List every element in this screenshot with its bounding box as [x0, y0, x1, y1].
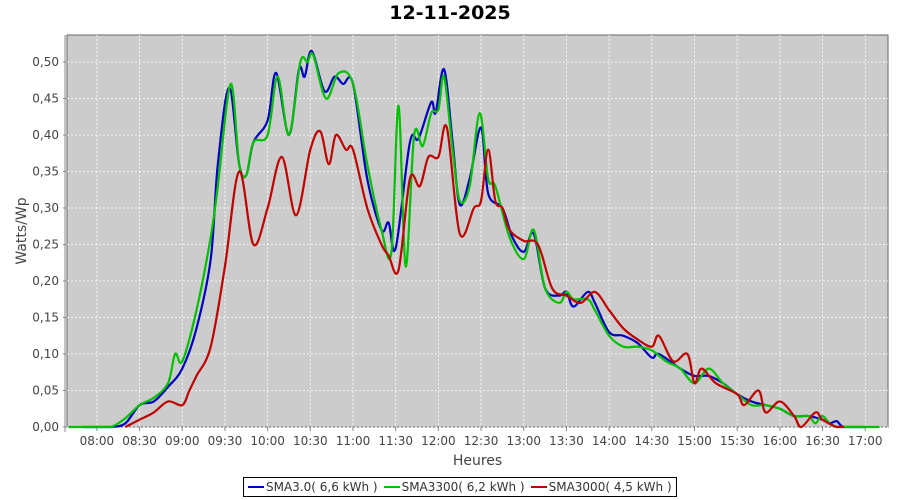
legend-label: SMA3.0( 6,6 kWh ) [266, 480, 378, 494]
legend-swatch [530, 486, 547, 488]
legend-item: SMA3300( 6,2 kWh ) [383, 480, 525, 494]
x-tick-label: 14:30 [635, 434, 670, 448]
y-tick-label: 0,10 [32, 347, 59, 361]
x-tick-label: 10:30 [293, 434, 328, 448]
x-tick-label: 09:00 [165, 434, 200, 448]
y-tick-label: 0,05 [32, 384, 59, 398]
y-tick-label: 0,25 [32, 238, 59, 252]
x-tick-label: 17:00 [848, 434, 883, 448]
x-tick-label: 11:00 [336, 434, 371, 448]
y-tick-label: 0,30 [32, 201, 59, 215]
x-axis-label: Heures [453, 453, 502, 469]
x-tick-label: 13:00 [506, 434, 541, 448]
legend-item: SMA3.0( 6,6 kWh ) [248, 480, 378, 494]
x-tick-label: 08:00 [80, 434, 115, 448]
y-tick-label: 0,20 [32, 274, 59, 288]
y-axis-label: Watts/Wp [14, 197, 30, 264]
legend-label: SMA3300( 6,2 kWh ) [401, 480, 525, 494]
x-tick-label: 14:00 [592, 434, 627, 448]
x-tick-label: 12:00 [421, 434, 456, 448]
chart-title: 12-11-2025 [389, 2, 511, 24]
legend-swatch [383, 486, 400, 488]
y-tick-label: 0,00 [32, 420, 59, 434]
x-tick-label: 08:30 [122, 434, 157, 448]
y-tick-label: 0,45 [32, 92, 59, 106]
x-tick-label: 13:30 [549, 434, 584, 448]
legend-label: SMA3000( 4,5 kWh ) [548, 480, 672, 494]
x-tick-label: 11:30 [378, 434, 413, 448]
y-tick-label: 0,15 [32, 311, 59, 325]
y-tick-label: 0,35 [32, 165, 59, 179]
x-tick-label: 16:00 [763, 434, 798, 448]
series-line-3 [124, 123, 844, 429]
x-tick-label: 09:30 [208, 434, 243, 448]
legend: SMA3.0( 6,6 kWh ) SMA3300( 6,2 kWh ) SMA30… [243, 477, 677, 497]
legend-swatch [248, 486, 264, 488]
legend-item: SMA3000( 4,5 kWh ) [530, 480, 672, 494]
x-tick-label: 10:00 [250, 434, 285, 448]
x-tick-label: 12:30 [464, 434, 499, 448]
x-tick-label: 15:00 [677, 434, 712, 448]
x-tick-label: 15:30 [720, 434, 755, 448]
plot-area [66, 34, 889, 428]
y-tick-label: 0,40 [32, 128, 59, 142]
y-tick-label: 0,50 [32, 55, 59, 69]
x-tick-label: 16:30 [805, 434, 840, 448]
